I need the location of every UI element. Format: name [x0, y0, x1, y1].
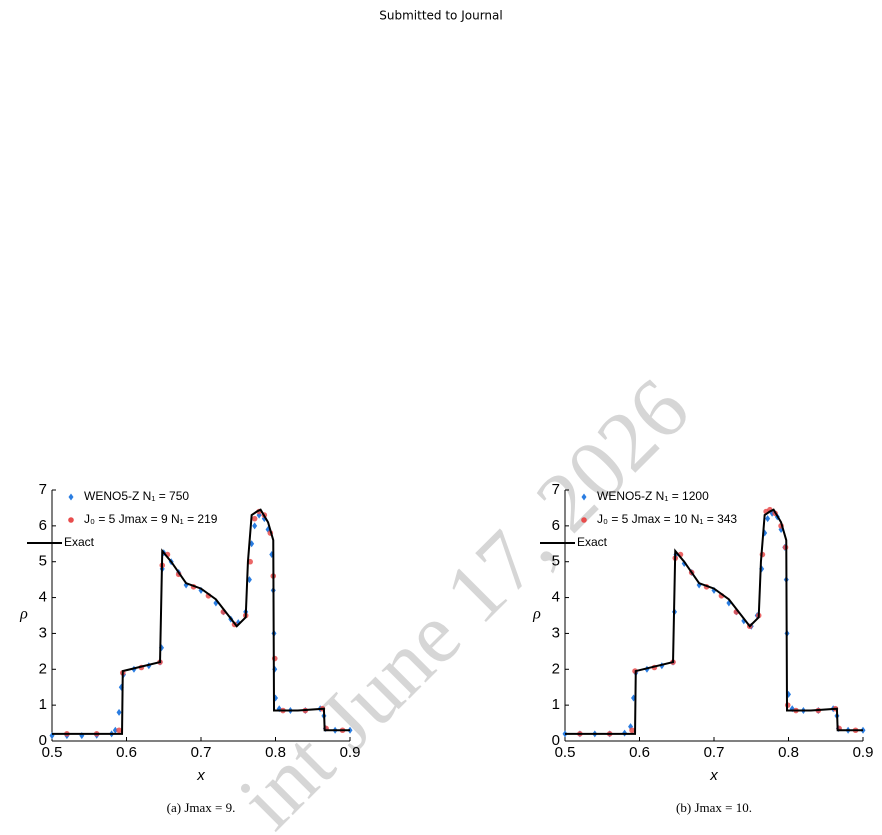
x-axis-label: x: [709, 767, 718, 784]
y-tick-label: 0: [552, 732, 560, 749]
legend-marker: [581, 493, 587, 501]
y-tick-label: 5: [552, 553, 560, 570]
x-tick-label: 0.9: [853, 744, 874, 761]
x-tick-label: 0.6: [116, 744, 137, 761]
y-axis-label: ρ: [532, 606, 541, 623]
x-axis-label: x: [196, 767, 205, 784]
x-tick-label: 0.5: [555, 744, 576, 761]
diamond-point: [765, 515, 771, 523]
y-tick-label: 7: [39, 481, 47, 498]
caption: (a) Jmax = 9.: [167, 800, 236, 815]
legend-label: J₀ = 5 Jmax = 9 N₁ = 219: [84, 512, 218, 526]
y-tick-label: 7: [552, 481, 560, 498]
y-tick-label: 4: [552, 589, 560, 606]
x-tick-label: 0.6: [629, 744, 650, 761]
diamond-point: [116, 708, 122, 716]
legend-label: Exact: [577, 535, 608, 549]
y-tick-label: 2: [552, 660, 560, 677]
x-tick-label: 0.8: [265, 744, 286, 761]
diamond-point: [252, 522, 258, 530]
legend-label: Exact: [64, 535, 95, 549]
circle-point: [116, 727, 122, 734]
y-axis-label: ρ: [19, 606, 28, 623]
header-title: Submitted to Journal: [379, 9, 502, 23]
y-tick-label: 5: [39, 553, 47, 570]
caption: (b) Jmax = 10.: [676, 800, 752, 815]
circle-point: [629, 727, 635, 734]
chart: 0 1 2 3 4 5 6 7 0.5 0.6 0.7 0.8 0.9 x ρ (b) Jmax = 10. W…: [532, 481, 873, 815]
y-tick-label: 3: [552, 624, 560, 641]
circle-point: [251, 515, 258, 522]
y-tick-label: 6: [39, 517, 47, 534]
legend-marker: [581, 517, 587, 523]
y-tick-label: 2: [39, 660, 47, 677]
y-tick-label: 1: [552, 696, 560, 713]
y-tick-label: 1: [39, 696, 47, 713]
y-tick-label: 0: [39, 732, 47, 749]
legend-label: J₀ = 5 Jmax = 10 N₁ = 343: [597, 512, 737, 526]
x-tick-label: 0.9: [340, 744, 361, 761]
diamond-point: [112, 726, 118, 734]
y-tick-label: 3: [39, 624, 47, 641]
watermark: int June 17, 2026: [220, 360, 707, 835]
legend-marker: [68, 493, 74, 501]
x-tick-label: 0.5: [42, 744, 63, 761]
y-tick-label: 4: [39, 589, 47, 606]
diamond-point: [256, 511, 262, 519]
legend-label: WENO5-Z N₁ = 750: [84, 489, 189, 503]
legend-label: WENO5-Z N₁ = 1200: [597, 489, 709, 503]
x-tick-label: 0.8: [778, 744, 799, 761]
x-tick-label: 0.7: [191, 744, 212, 761]
y-tick-label: 6: [552, 517, 560, 534]
exact-line: [52, 508, 350, 735]
legend-marker: [68, 517, 74, 523]
x-tick-label: 0.7: [704, 744, 725, 761]
exact-line: [565, 508, 863, 735]
chart: 0 1 2 3 4 5 6 7 0.5 0.6 0.7 0.8 0.9 x ρ (a) Jmax = 9. WE…: [19, 481, 360, 815]
